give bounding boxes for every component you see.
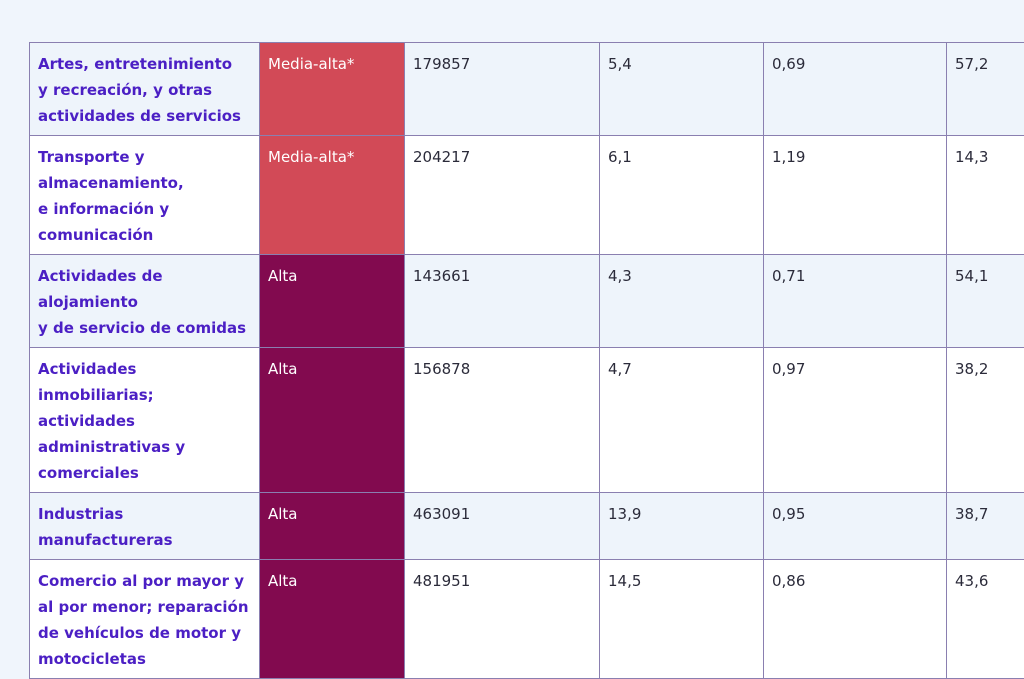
sector-line: comerciales	[38, 464, 139, 482]
level-cell: Alta	[260, 255, 405, 348]
sector-line: y recreación, y otras	[38, 81, 212, 99]
pct-cell: 4,3	[600, 255, 764, 348]
last-cell: 14,3	[947, 136, 1024, 255]
table-row: Actividades inmobiliarias; actividades a…	[30, 348, 1024, 493]
pct-cell: 14,5	[600, 560, 764, 679]
pct-cell: 6,1	[600, 136, 764, 255]
sector-cell: Artes, entretenimiento y recreación, y o…	[30, 43, 260, 136]
value-cell: 204217	[405, 136, 600, 255]
sector-line: Actividades de alojamiento	[38, 267, 163, 311]
level-cell: Media-alta*	[260, 136, 405, 255]
table-row: Transporte y almacenamiento, e informaci…	[30, 136, 1024, 255]
data-table-container: Artes, entretenimiento y recreación, y o…	[29, 42, 1024, 679]
table-row: Actividades de alojamiento y de servicio…	[30, 255, 1024, 348]
value-cell: 463091	[405, 493, 600, 560]
sector-cell: Transporte y almacenamiento, e informaci…	[30, 136, 260, 255]
sector-line: y de servicio de comidas	[38, 319, 246, 337]
sector-line: Comercio al por mayor y	[38, 572, 244, 590]
sector-cell: Actividades de alojamiento y de servicio…	[30, 255, 260, 348]
ratio-cell: 0,71	[764, 255, 947, 348]
value-cell: 156878	[405, 348, 600, 493]
sector-line: administrativas y	[38, 438, 185, 456]
pct-cell: 13,9	[600, 493, 764, 560]
table-row: Comercio al por mayor y al por menor; re…	[30, 560, 1024, 679]
last-cell: 43,6	[947, 560, 1024, 679]
sector-line: de vehículos de motor y	[38, 624, 241, 642]
ratio-cell: 1,19	[764, 136, 947, 255]
last-cell: 38,7	[947, 493, 1024, 560]
sector-line: almacenamiento,	[38, 174, 184, 192]
sector-line: Transporte y	[38, 148, 145, 166]
sector-line: inmobiliarias; actividades	[38, 386, 154, 430]
ratio-cell: 0,86	[764, 560, 947, 679]
level-cell: Alta	[260, 493, 405, 560]
level-cell: Alta	[260, 348, 405, 493]
ratio-cell: 0,69	[764, 43, 947, 136]
sector-table: Artes, entretenimiento y recreación, y o…	[29, 42, 1024, 679]
table-row: Industrias manufactureras Alta 463091 13…	[30, 493, 1024, 560]
table-row: Artes, entretenimiento y recreación, y o…	[30, 43, 1024, 136]
sector-line: al por menor; reparación	[38, 598, 249, 616]
level-cell: Alta	[260, 560, 405, 679]
sector-line: Industrias manufactureras	[38, 505, 173, 549]
last-cell: 57,2	[947, 43, 1024, 136]
last-cell: 38,2	[947, 348, 1024, 493]
sector-cell: Comercio al por mayor y al por menor; re…	[30, 560, 260, 679]
pct-cell: 4,7	[600, 348, 764, 493]
value-cell: 143661	[405, 255, 600, 348]
value-cell: 179857	[405, 43, 600, 136]
sector-line: motocicletas	[38, 650, 146, 668]
sector-cell: Actividades inmobiliarias; actividades a…	[30, 348, 260, 493]
sector-cell: Industrias manufactureras	[30, 493, 260, 560]
level-cell: Media-alta*	[260, 43, 405, 136]
ratio-cell: 0,97	[764, 348, 947, 493]
value-cell: 481951	[405, 560, 600, 679]
sector-line: comunicación	[38, 226, 153, 244]
sector-line: Artes, entretenimiento	[38, 55, 232, 73]
sector-line: actividades de servicios	[38, 107, 241, 125]
sector-line: Actividades	[38, 360, 136, 378]
sector-line: e información y	[38, 200, 169, 218]
ratio-cell: 0,95	[764, 493, 947, 560]
pct-cell: 5,4	[600, 43, 764, 136]
last-cell: 54,1	[947, 255, 1024, 348]
